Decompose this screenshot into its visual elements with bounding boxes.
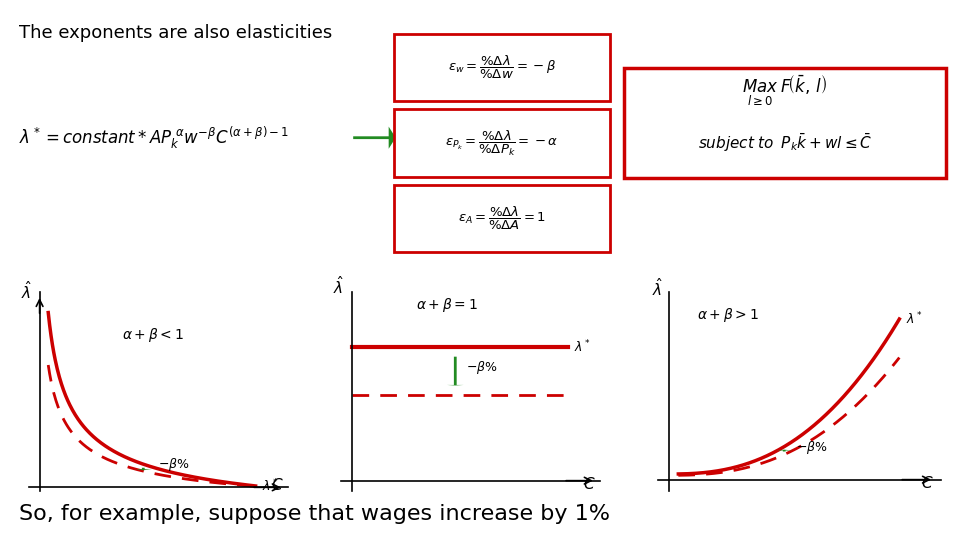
Text: So, for example, suppose that wages increase by 1%: So, for example, suppose that wages incr… — [19, 504, 611, 524]
Text: $\alpha + \beta > 1$: $\alpha + \beta > 1$ — [697, 306, 758, 324]
Text: $\lambda^*$: $\lambda^*$ — [574, 339, 591, 356]
Text: $\varepsilon_w = \dfrac{\%\Delta\lambda}{\%\Delta w} = -\beta$: $\varepsilon_w = \dfrac{\%\Delta\lambda}… — [447, 54, 556, 81]
Text: $-\beta\%$: $-\beta\%$ — [158, 456, 190, 472]
Text: $\varepsilon_A = \dfrac{\%\Delta\lambda}{\%\Delta A} = 1$: $\varepsilon_A = \dfrac{\%\Delta\lambda}… — [458, 205, 545, 232]
Text: $-\beta\%$: $-\beta\%$ — [467, 359, 498, 376]
Text: $\underset{l \geq 0}{Max}\; F\!\left(\bar{k},\, l\right)$: $\underset{l \geq 0}{Max}\; F\!\left(\ba… — [742, 73, 828, 108]
FancyBboxPatch shape — [394, 33, 610, 102]
Text: $\varepsilon_{P_k} = \dfrac{\%\Delta\lambda}{\%\Delta P_k} = -\alpha$: $\varepsilon_{P_k} = \dfrac{\%\Delta\lam… — [444, 129, 559, 158]
Text: $C$: $C$ — [583, 476, 595, 492]
Text: $\alpha + \beta < 1$: $\alpha + \beta < 1$ — [122, 326, 183, 344]
Text: $\alpha + \beta = 1$: $\alpha + \beta = 1$ — [417, 296, 478, 314]
Text: $\hat{\lambda}$: $\hat{\lambda}$ — [333, 275, 344, 297]
Text: $-\beta\%$: $-\beta\%$ — [796, 438, 828, 456]
FancyBboxPatch shape — [394, 185, 610, 252]
Text: $\hat{\lambda}$: $\hat{\lambda}$ — [652, 276, 663, 299]
FancyBboxPatch shape — [394, 109, 610, 177]
Text: The exponents are also elasticities: The exponents are also elasticities — [19, 24, 332, 42]
Text: $\lambda^*$: $\lambda^*$ — [906, 310, 924, 327]
Text: $\hat{\lambda}$: $\hat{\lambda}$ — [21, 280, 32, 302]
FancyBboxPatch shape — [624, 68, 946, 178]
Text: $\lambda^* = constant * AP_k^{\;\alpha} w^{-\beta} C^{(\alpha+\beta)-1}$: $\lambda^* = constant * AP_k^{\;\alpha} … — [19, 125, 290, 151]
Text: $C$: $C$ — [271, 477, 283, 494]
Text: $C$: $C$ — [921, 475, 933, 491]
Text: $\mathit{subject\; to}\;\; P_k\bar{k} + wl \leq \bar{C}$: $\mathit{subject\; to}\;\; P_k\bar{k} + … — [698, 132, 872, 154]
Text: $\lambda^*$: $\lambda^*$ — [262, 478, 279, 495]
